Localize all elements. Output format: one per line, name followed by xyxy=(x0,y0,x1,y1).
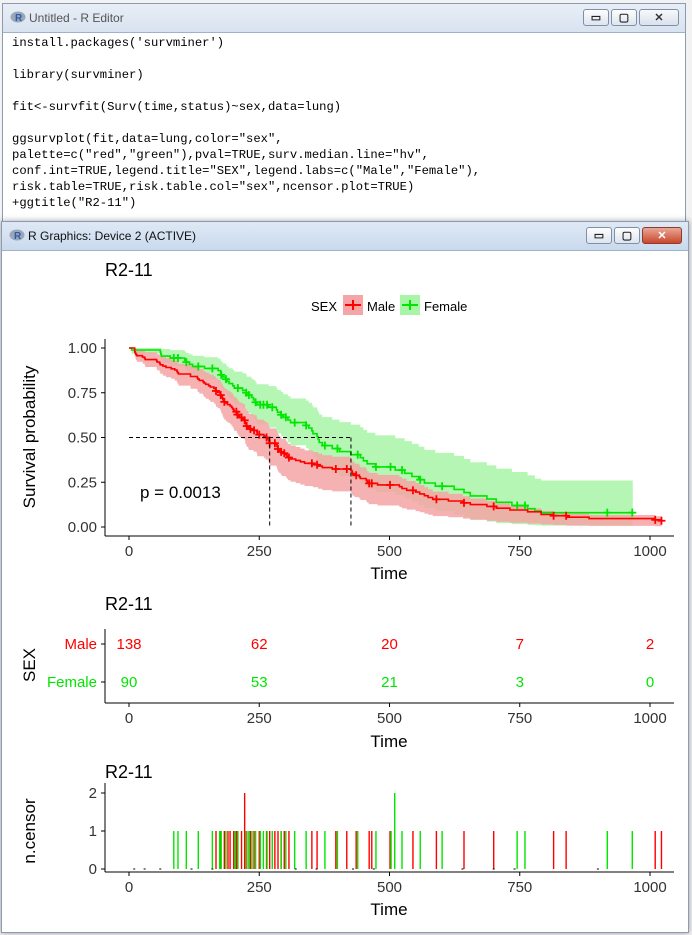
p-value-label: p = 0.0013 xyxy=(140,483,221,502)
risk-y-axis-title: SEX xyxy=(20,648,39,682)
editor-titlebar[interactable]: R Untitled - R Editor ▭ ▢ ✕ xyxy=(3,4,685,33)
km-y-axis-title: Survival probability xyxy=(20,365,39,508)
km-x-tick-label: 750 xyxy=(507,543,532,560)
km-y-tick-label: 0.75 xyxy=(68,385,97,402)
risk-x-tick-label: 1000 xyxy=(633,710,666,727)
risk-x-tick-label: 500 xyxy=(377,710,402,727)
risk-cell: 53 xyxy=(251,674,268,691)
ncensor-x-tick-label: 500 xyxy=(377,879,402,896)
close-icon: ✕ xyxy=(654,12,664,24)
km-x-axis-title: Time xyxy=(370,564,407,583)
graphics-window: R R Graphics: Device 2 (ACTIVE) ▭ ▢ ✕ R2… xyxy=(1,221,689,933)
risk-cell: 21 xyxy=(381,674,398,691)
close-icon: ✕ xyxy=(657,230,667,242)
km-x-tick-label: 500 xyxy=(377,543,402,560)
maximize-icon: ▢ xyxy=(621,230,633,242)
risk-table-title: R2-11 xyxy=(105,594,153,614)
km-x-tick-label: 250 xyxy=(247,543,272,560)
code-text[interactable]: install.packages('survminer') library(su… xyxy=(12,36,481,210)
legend-title: SEX xyxy=(311,299,337,314)
graphics-title: R Graphics: Device 2 (ACTIVE) xyxy=(28,229,197,243)
editor-close-button[interactable]: ✕ xyxy=(639,9,679,26)
risk-cell: 3 xyxy=(516,674,524,691)
risk-cell: 138 xyxy=(116,636,141,653)
risk-cell: 90 xyxy=(121,674,138,691)
ncensor-y-tick-label: 1 xyxy=(89,823,97,840)
svg-text:R: R xyxy=(15,13,23,24)
minimize-icon: ▭ xyxy=(590,12,602,24)
ncensor-x-tick-label: 1000 xyxy=(633,879,666,896)
graphics-close-button[interactable]: ✕ xyxy=(642,227,682,244)
risk-cell: 7 xyxy=(516,636,524,653)
km-y-tick-label: 0.00 xyxy=(68,519,97,536)
female-survival-curve xyxy=(129,347,634,514)
risk-row-label-male: Male xyxy=(64,636,97,653)
svg-text:R: R xyxy=(14,231,22,242)
r-logo-icon: R xyxy=(10,11,26,24)
risk-x-tick-label: 0 xyxy=(125,710,133,727)
km-x-tick-label: 0 xyxy=(125,543,133,560)
ncensor-title: R2-11 xyxy=(105,762,153,782)
risk-cell: 62 xyxy=(251,636,268,653)
risk-x-tick-label: 750 xyxy=(507,710,532,727)
risk-cell: 2 xyxy=(646,636,654,653)
r-logo-icon: R xyxy=(9,229,25,242)
editor-title: Untitled - R Editor xyxy=(29,11,124,25)
legend-label-female: Female xyxy=(424,299,467,314)
editor-minimize-button[interactable]: ▭ xyxy=(583,9,609,26)
female-ci-band xyxy=(129,348,633,526)
survival-plot: R2-11 SEX Male Female 0.00 0.25 0.50 0.75 1.00 Su… xyxy=(20,260,674,919)
minimize-icon: ▭ xyxy=(593,230,605,242)
graphics-maximize-button[interactable]: ▢ xyxy=(614,227,640,244)
maximize-icon: ▢ xyxy=(618,12,630,24)
ncensor-y-tick-label: 2 xyxy=(89,785,97,802)
editor-maximize-button[interactable]: ▢ xyxy=(611,9,637,26)
male-ci-band xyxy=(129,348,662,527)
km-y-tick-label: 0.25 xyxy=(68,474,97,491)
km-title: R2-11 xyxy=(105,260,153,280)
ncensor-y-axis-title: n.censor xyxy=(20,798,39,864)
km-x-tick-label: 1000 xyxy=(633,543,666,560)
graphics-canvas: R2-11 SEX Male Female 0.00 0.25 0.50 0.75 1.00 Su… xyxy=(7,251,683,928)
km-y-tick-label: 0.50 xyxy=(68,430,97,447)
ncensor-x-tick-label: 250 xyxy=(247,879,272,896)
risk-cell: 0 xyxy=(646,674,654,691)
risk-x-tick-label: 250 xyxy=(247,710,272,727)
ncensor-x-tick-label: 0 xyxy=(125,879,133,896)
graphics-minimize-button[interactable]: ▭ xyxy=(586,227,612,244)
graphics-titlebar[interactable]: R R Graphics: Device 2 (ACTIVE) ▭ ▢ ✕ xyxy=(2,222,688,251)
risk-row-label-female: Female xyxy=(47,674,97,691)
km-y-tick-label: 1.00 xyxy=(68,340,97,357)
code-editor[interactable]: install.packages('survminer') library(su… xyxy=(8,33,680,222)
ncensor-x-tick-label: 750 xyxy=(507,879,532,896)
ncensor-y-tick-label: 0 xyxy=(89,861,97,878)
legend-label-male: Male xyxy=(367,299,395,314)
risk-x-axis-title: Time xyxy=(370,732,407,751)
risk-cell: 20 xyxy=(381,636,398,653)
editor-window: R Untitled - R Editor ▭ ▢ ✕ install.pack… xyxy=(2,3,686,223)
ncensor-x-axis-title: Time xyxy=(370,900,407,919)
